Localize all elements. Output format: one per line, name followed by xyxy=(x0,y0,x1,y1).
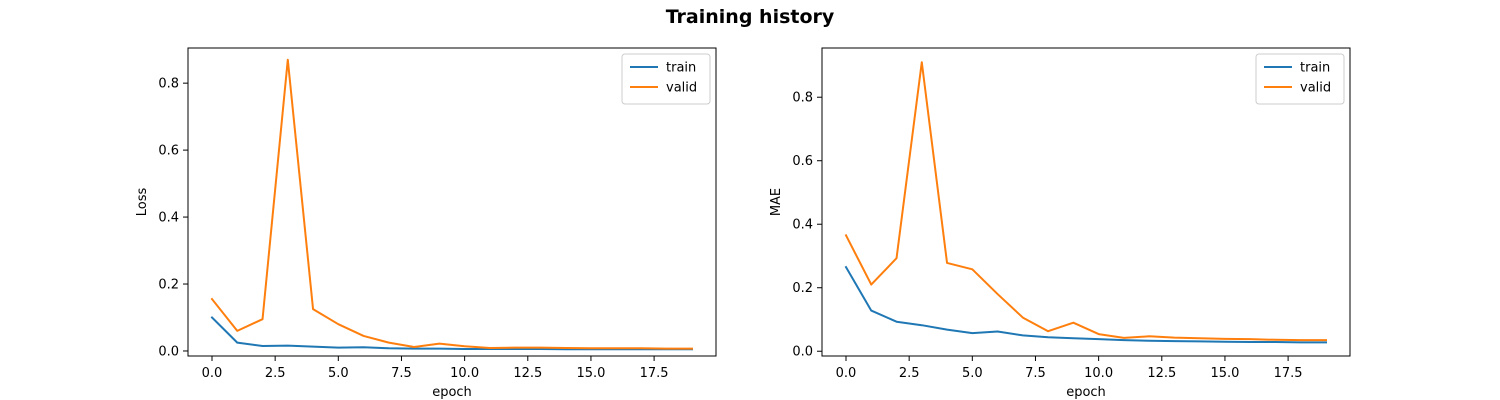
mae-legend: train valid xyxy=(1255,53,1345,105)
mae-legend-label-train: train xyxy=(1300,61,1330,76)
loss-y-tick-label: 0.4 xyxy=(158,211,179,226)
loss-y-axis-label: Loss xyxy=(135,188,150,217)
mae-y-axis-label: MAE xyxy=(769,188,784,216)
loss-train-series-line xyxy=(210,316,693,351)
mae-x-tick-label: 2.5 xyxy=(899,366,920,381)
mae-axes-frame xyxy=(821,47,1351,357)
mae-valid-series-line xyxy=(844,61,1327,342)
mae-legend-label-valid: valid xyxy=(1300,81,1331,96)
loss-subplot: 0.0 2.5 5.0 7.5 10.0 12.5 15.0 17.5 0.0 0.2 0.4 0.6… xyxy=(135,47,717,400)
mae-x-tick-label: 12.5 xyxy=(1147,366,1176,381)
loss-x-tick-label: 5.0 xyxy=(328,366,349,381)
mae-y-tick-label: 0.0 xyxy=(792,345,813,360)
loss-y-tick-label: 0.6 xyxy=(158,144,179,159)
loss-legend-label-train: train xyxy=(666,61,696,76)
mae-x-tick-label: 5.0 xyxy=(962,366,983,381)
loss-x-axis-label: epoch xyxy=(432,385,472,400)
mae-x-tick-label: 0.0 xyxy=(836,366,857,381)
loss-x-tick-label: 2.5 xyxy=(265,366,286,381)
loss-x-tick-label: 7.5 xyxy=(391,366,412,381)
mae-subplot: 0.0 2.5 5.0 7.5 10.0 12.5 15.0 17.5 0.0 0.2 0.4 0.6… xyxy=(769,47,1351,400)
mae-x-tick-label: 7.5 xyxy=(1025,366,1046,381)
mae-x-axis-label: epoch xyxy=(1066,385,1106,400)
figure-title: Training history xyxy=(666,6,835,28)
loss-y-tick-label: 0.8 xyxy=(158,77,179,92)
loss-x-tick-label: 17.5 xyxy=(640,366,669,381)
loss-y-tick-label: 0.2 xyxy=(158,278,179,293)
loss-x-tick-label: 12.5 xyxy=(513,366,542,381)
loss-x-tick-label: 0.0 xyxy=(202,366,223,381)
mae-y-tick-label: 0.8 xyxy=(792,91,813,106)
mae-y-tick-label: 0.2 xyxy=(792,281,813,296)
loss-legend: train valid xyxy=(621,53,711,105)
loss-x-tick-label: 10.0 xyxy=(450,366,479,381)
loss-axes-frame xyxy=(187,47,717,357)
mae-x-tick-label: 10.0 xyxy=(1084,366,1113,381)
mae-train-series-line xyxy=(844,265,1327,344)
mae-y-tick-label: 0.6 xyxy=(792,154,813,169)
mae-y-tick-label: 0.4 xyxy=(792,218,813,233)
mae-x-tick-label: 15.0 xyxy=(1210,366,1239,381)
loss-legend-label-valid: valid xyxy=(666,81,697,96)
loss-x-tick-label: 15.0 xyxy=(576,366,605,381)
loss-valid-series-line xyxy=(210,58,693,350)
mae-x-tick-label: 17.5 xyxy=(1274,366,1303,381)
loss-y-tick-label: 0.0 xyxy=(158,344,179,359)
